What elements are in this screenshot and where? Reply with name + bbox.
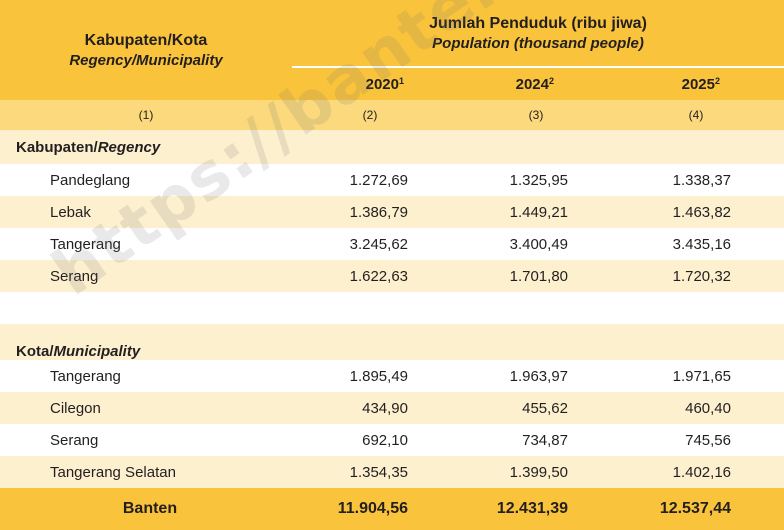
- column-number-row: (1) (2) (3) (4): [0, 100, 784, 130]
- row-value-2020: 3.245,62: [349, 235, 408, 253]
- table-header: Kabupaten/Kota Regency/Municipality Juml…: [0, 0, 784, 100]
- section-label-en: Regency: [97, 138, 161, 156]
- header-year-2025: 2025 2: [681, 75, 720, 93]
- total-value-2020: 11.904,56: [337, 500, 408, 517]
- colnum-1: (1): [138, 108, 154, 122]
- table-row: Lebak 1.386,79 1.449,21 1.463,82: [0, 196, 784, 228]
- row-name: Serang: [50, 431, 99, 449]
- row-value-2025: 1.402,16: [672, 463, 731, 481]
- section-label-main: Kota/: [16, 343, 54, 360]
- row-value-2024: 1.449,21: [509, 203, 568, 221]
- section-label-main: Kabupaten/: [16, 138, 98, 156]
- row-value-2020: 1.272,69: [349, 171, 408, 189]
- row-name: Serang: [50, 267, 99, 285]
- table-row: Tangerang 3.245,62 3.400,49 3.435,16: [0, 228, 784, 260]
- spacer-row: [0, 292, 784, 324]
- year-label: 2025: [681, 75, 715, 93]
- header-group-subtitle: Population (thousand people): [432, 34, 644, 52]
- row-value-2024: 1.325,95: [509, 171, 568, 189]
- total-row: Banten 11.904,56 12.431,39 12.537,44: [0, 488, 784, 530]
- header-col1-title: Kabupaten/Kota: [84, 31, 208, 49]
- header-divider: [292, 66, 784, 68]
- row-name: Tangerang: [50, 367, 121, 385]
- row-value-2020: 1.386,79: [349, 203, 408, 221]
- section-header: Kota/Municipality: [0, 324, 784, 360]
- row-name: Cilegon: [50, 399, 101, 417]
- section-header: Kabupaten/Regency: [0, 130, 784, 164]
- row-value-2025: 745,56: [685, 431, 731, 449]
- row-value-2024: 455,62: [522, 399, 568, 417]
- total-value-2024: 12.431,39: [496, 500, 568, 517]
- header-group: Jumlah Penduduk (ribu jiwa) Population (…: [292, 0, 784, 66]
- row-value-2020: 1.354,35: [349, 463, 408, 481]
- row-value-2024: 1.963,97: [509, 367, 568, 385]
- header-year-2020: 2020 1: [365, 75, 404, 93]
- row-value-2025: 1.971,65: [672, 367, 731, 385]
- colnum-2: (2): [362, 108, 378, 122]
- section-label: Kota/Municipality: [16, 324, 416, 364]
- table-row: Pandeglang 1.272,69 1.325,95 1.338,37: [0, 164, 784, 196]
- section-label-en: Municipality: [53, 343, 141, 360]
- row-name: Pandeglang: [50, 171, 131, 189]
- row-value-2025: 1.720,32: [672, 267, 731, 285]
- row-value-2020: 1.895,49: [349, 367, 408, 385]
- row-value-2024: 3.400,49: [509, 235, 568, 253]
- table-row: Cilegon 434,90 455,62 460,40: [0, 392, 784, 424]
- row-value-2020: 434,90: [362, 399, 408, 417]
- header-group-title: Jumlah Penduduk (ribu jiwa): [429, 14, 647, 32]
- row-value-2024: 734,87: [522, 431, 568, 449]
- row-value-2020: 1.622,63: [349, 267, 408, 285]
- header-year-2024: 2024 2: [515, 75, 554, 93]
- row-name: Lebak: [50, 203, 91, 221]
- header-col1: Kabupaten/Kota Regency/Municipality: [0, 0, 292, 100]
- table-row: Serang 692,10 734,87 745,56: [0, 424, 784, 456]
- row-name: Tangerang: [50, 235, 121, 253]
- row-value-2024: 1.701,80: [509, 267, 568, 285]
- header-col1-subtitle: Regency/Municipality: [69, 51, 223, 69]
- table-row: Tangerang Selatan 1.354,35 1.399,50 1.40…: [0, 456, 784, 488]
- colnum-3: (3): [528, 108, 544, 122]
- table-row: Serang 1.622,63 1.701,80 1.720,32: [0, 260, 784, 292]
- row-value-2025: 3.435,16: [672, 235, 731, 253]
- table-row: Tangerang 1.895,49 1.963,97 1.971,65: [0, 360, 784, 392]
- row-value-2025: 1.338,37: [672, 171, 731, 189]
- row-value-2020: 692,10: [362, 431, 408, 449]
- section-label: Kabupaten/Regency: [16, 130, 416, 164]
- year-label: 2024: [515, 75, 549, 93]
- row-name: Tangerang Selatan: [50, 463, 176, 481]
- total-value-2025: 12.537,44: [659, 500, 731, 517]
- year-label: 2020: [365, 75, 399, 93]
- total-name: Banten: [122, 500, 178, 517]
- row-value-2025: 1.463,82: [672, 203, 731, 221]
- row-value-2025: 460,40: [685, 399, 731, 417]
- row-value-2024: 1.399,50: [509, 463, 568, 481]
- colnum-4: (4): [688, 108, 704, 122]
